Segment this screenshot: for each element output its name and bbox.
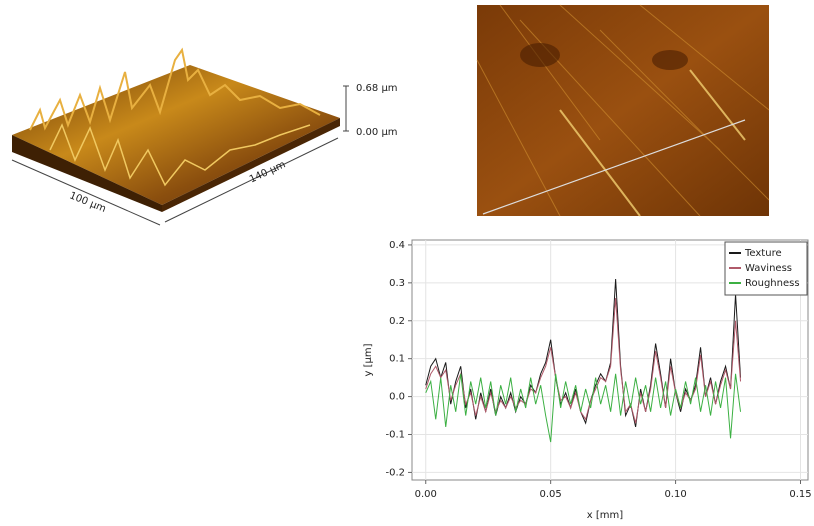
x-tick-label: 0.10: [664, 489, 686, 500]
surface-side: [162, 118, 340, 212]
axis-line: [164, 137, 339, 223]
axis-label: 100 µm: [68, 190, 108, 215]
series-line: [425, 297, 742, 424]
legend-label: Texture: [744, 248, 782, 259]
surface-peaks: [29, 47, 321, 131]
x-tick-label: 0.00: [415, 489, 437, 500]
y-tick-label: 0.1: [389, 354, 405, 365]
y-axis-label: y [µm]: [363, 343, 374, 376]
x-tick-label: 0.05: [540, 489, 562, 500]
surface-3d: 100 µm 140 µm 0.68 µm 0.00 µm: [11, 47, 398, 226]
y-tick-label: 0.4: [389, 240, 405, 251]
legend-label: Waviness: [745, 263, 792, 274]
y-tick-label: 0.0: [389, 392, 405, 403]
afm-ridge: [559, 69, 746, 217]
scale-label: 0.68 µm: [356, 83, 398, 94]
afm-texture: [476, 4, 770, 217]
surface-top: [12, 65, 340, 205]
y-tick-label: 0.3: [389, 278, 405, 289]
y-tick-label: 0.2: [389, 316, 405, 327]
y-tick-label: -0.1: [385, 430, 405, 441]
surface-peaks: [49, 123, 311, 187]
scale-label: 0.00 µm: [356, 127, 398, 138]
surface-side: [12, 135, 162, 212]
afm-image: [476, 4, 770, 217]
profile-line: [482, 119, 746, 215]
y-tick-label: -0.2: [385, 467, 405, 478]
series-line: [425, 373, 742, 443]
x-tick-label: 0.15: [789, 489, 811, 500]
legend-label: Roughness: [745, 278, 800, 289]
afm-pit: [652, 50, 688, 70]
axis-line: [11, 159, 161, 226]
x-axis-label: x [mm]: [587, 510, 623, 521]
afm-background: [477, 5, 769, 216]
profile-chart: x [mm] y [µm] -0.2 -0.1 0.0 0.1 0.2 0.3 0.4 0.0…: [363, 239, 812, 521]
afm-pit: [520, 43, 560, 67]
